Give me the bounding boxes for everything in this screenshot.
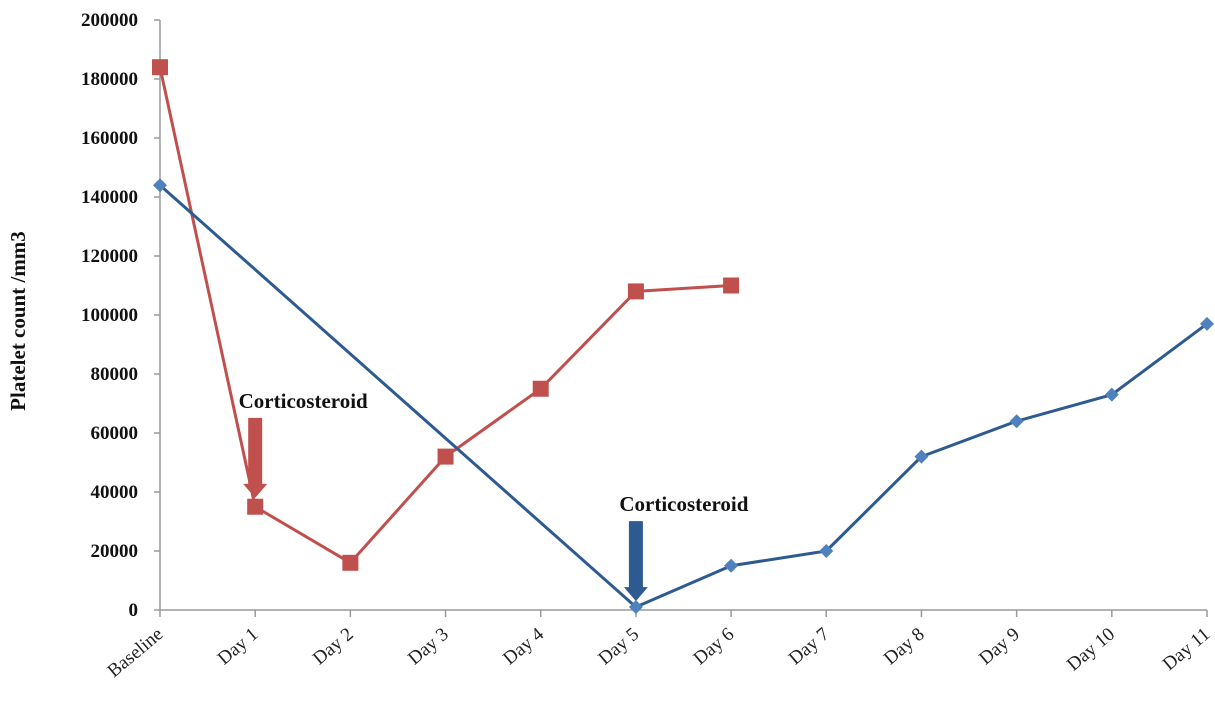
y-tick-label: 120000 — [81, 246, 138, 267]
x-tick-label: Day 5 — [594, 624, 643, 670]
series-lines — [152, 59, 1214, 615]
data-point-diamond — [1009, 414, 1024, 429]
x-tick-label: Day 10 — [1063, 624, 1119, 676]
x-tick-label: Day 4 — [499, 623, 548, 669]
x-tick-label: Day 9 — [975, 624, 1024, 670]
y-tick-label: 100000 — [81, 305, 138, 326]
y-tick-label: 200000 — [81, 10, 138, 31]
x-tick-label: Day 1 — [214, 624, 263, 670]
y-axis-title: Platelet count /mm3 — [6, 231, 30, 411]
data-point-square — [437, 448, 454, 465]
x-tick-label: Day 8 — [880, 624, 929, 670]
y-tick-label: 20000 — [91, 541, 139, 562]
data-point-square — [342, 554, 359, 571]
series-2 — [153, 178, 1214, 615]
y-tick-label: 40000 — [91, 482, 139, 503]
y-tick-label: 180000 — [81, 69, 138, 90]
data-point-square — [532, 380, 549, 397]
x-tick-label: Day 11 — [1159, 624, 1214, 675]
annotation-label: Corticosteroid — [239, 389, 368, 413]
series-line — [158, 66, 732, 565]
axes: 0 20000 40000 60000 80000 100000 120000 140000 1… — [81, 10, 1214, 682]
data-point-square — [723, 277, 740, 294]
data-point-diamond — [724, 558, 739, 573]
y-tick-label: 80000 — [91, 364, 139, 385]
data-point-diamond — [914, 449, 929, 464]
data-point-diamond — [153, 178, 167, 193]
y-tick-label: 140000 — [81, 187, 138, 208]
series-line — [159, 184, 1208, 609]
annotation-label: Corticosteroid — [619, 492, 748, 516]
series-1 — [152, 59, 740, 571]
data-point-square — [627, 283, 644, 300]
data-point-diamond — [819, 544, 834, 558]
data-point-diamond — [1200, 316, 1214, 331]
annotation-arrow — [623, 521, 648, 602]
x-tick-label: Day 7 — [785, 624, 834, 670]
data-point-diamond — [628, 600, 643, 615]
y-tick-label: 0 — [129, 600, 139, 621]
annotation-arrow — [243, 417, 268, 498]
corticosteroid-annotation: Corticosteroid — [619, 492, 749, 602]
annotations: Corticosteroid Corticosteroid — [239, 389, 749, 602]
data-point-square — [247, 498, 264, 515]
x-tick-label: Day 6 — [690, 624, 739, 670]
corticosteroid-annotation: Corticosteroid — [239, 389, 368, 498]
data-point-square — [152, 59, 168, 76]
y-tick-label: 60000 — [91, 423, 139, 444]
x-tick-label: Day 3 — [404, 624, 453, 670]
x-tick-label: Day 2 — [309, 624, 358, 670]
x-tick-label: Baseline — [104, 624, 168, 682]
data-point-diamond — [1104, 387, 1119, 402]
y-tick-label: 160000 — [81, 128, 138, 149]
